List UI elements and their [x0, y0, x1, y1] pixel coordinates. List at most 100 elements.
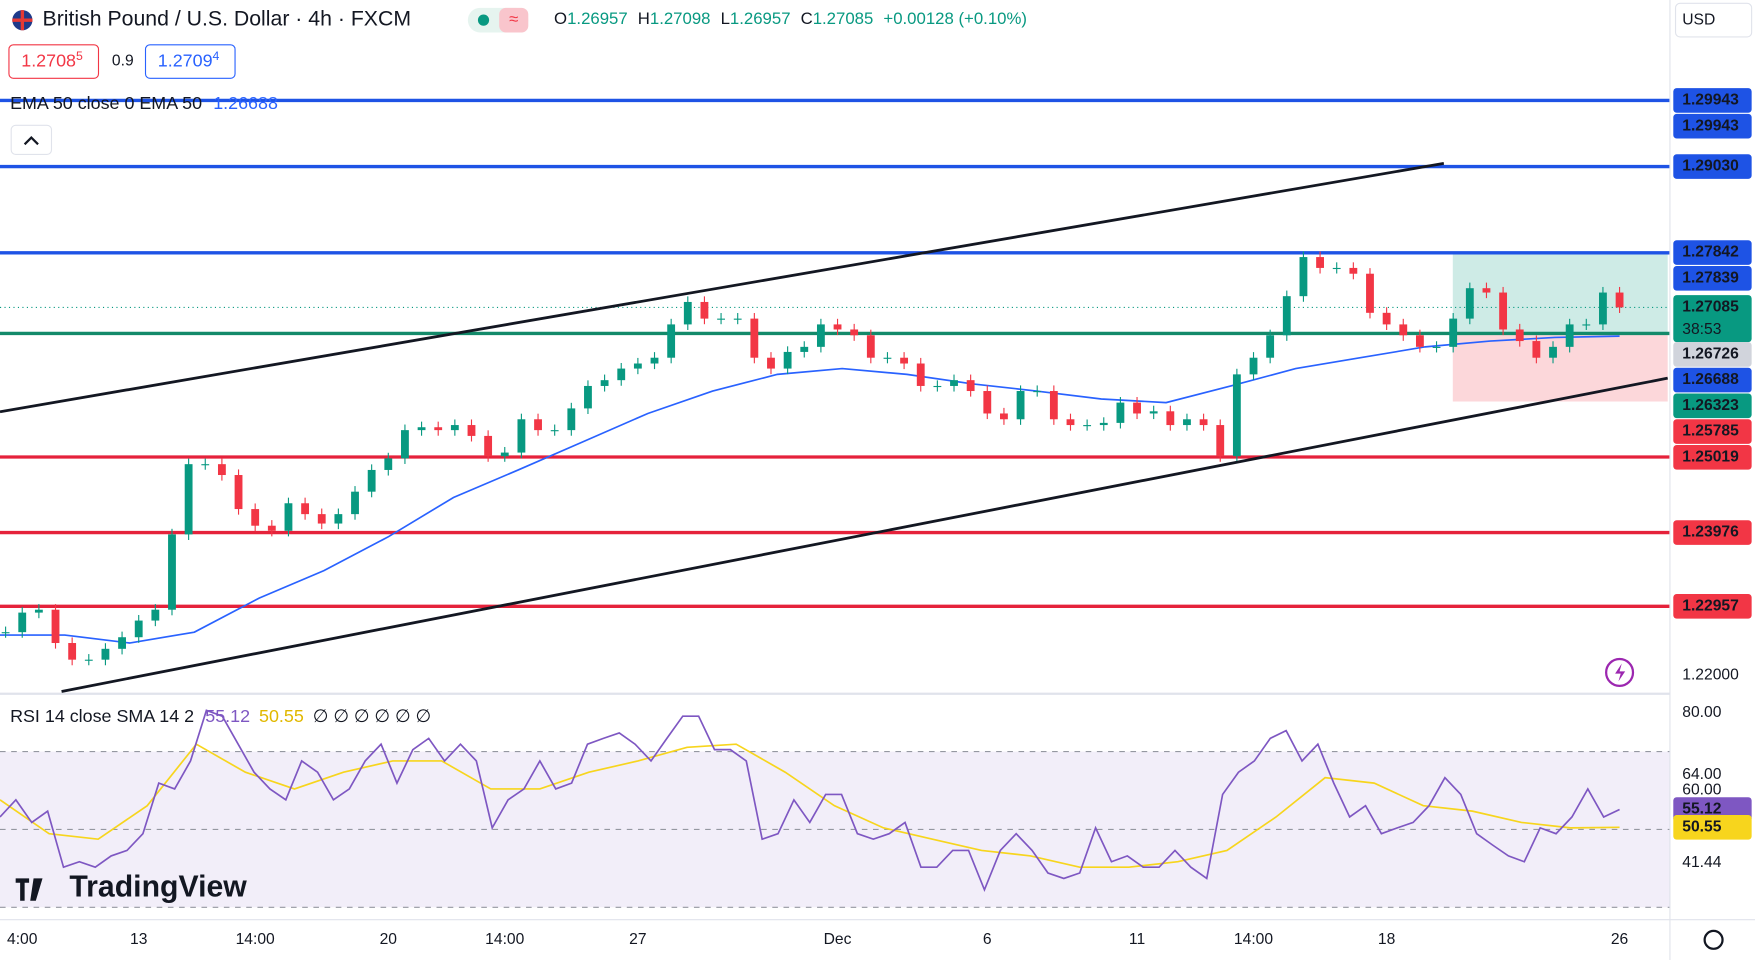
candle — [1166, 411, 1175, 426]
candle — [550, 430, 559, 432]
candle — [101, 648, 110, 660]
candle — [1449, 318, 1458, 347]
price-label-bg — [1673, 393, 1752, 419]
time-label: 14:00 — [485, 931, 524, 948]
candle — [68, 643, 77, 660]
candle — [517, 419, 526, 453]
candle — [34, 609, 43, 613]
time-label: 20 — [380, 931, 398, 948]
price-label-bg — [1673, 520, 1752, 545]
price-pane — [0, 98, 1670, 666]
candle — [1349, 267, 1358, 274]
candle — [1432, 346, 1441, 348]
candle — [1615, 292, 1624, 308]
candle — [351, 491, 359, 515]
ohlc-legend: O1.26957 H1.27098 L1.26957 C1.27085 +0.00128… — [554, 10, 1027, 29]
rsi-pane — [0, 709, 1670, 908]
ohlc-key: H — [638, 10, 650, 29]
price-label-bg — [1673, 88, 1752, 113]
time-label: 11 — [1129, 931, 1145, 948]
brand-logo — [15, 878, 43, 901]
rsi-label: 50.55 — [1682, 818, 1721, 835]
time-label: 4:00 — [7, 931, 38, 948]
sell-button[interactable] — [8, 44, 100, 79]
candle — [1366, 273, 1374, 313]
candle — [816, 324, 825, 347]
candle — [933, 385, 942, 388]
candle — [1249, 357, 1258, 375]
ohlc-value: 1.26957 — [567, 10, 628, 29]
candle — [650, 357, 659, 364]
candle — [683, 301, 692, 325]
delay-pill[interactable] — [499, 7, 529, 33]
price-label-bg — [1673, 367, 1752, 393]
settings-icon[interactable] — [1703, 929, 1724, 950]
candle — [84, 659, 93, 661]
candle — [1532, 341, 1541, 358]
time-label: Dec — [824, 931, 852, 948]
channel-upper — [0, 161, 1445, 414]
candle — [1016, 391, 1025, 420]
candle — [317, 514, 326, 524]
price-label-bg — [1673, 113, 1752, 139]
symbol-title: British Pound / U.S. Dollar · 4h · FXCM — [43, 7, 412, 31]
candle — [1133, 402, 1141, 414]
candle — [284, 503, 293, 531]
candle — [1083, 425, 1092, 427]
candle — [584, 385, 592, 409]
candle — [450, 425, 459, 431]
candle — [1515, 329, 1524, 342]
candle — [1183, 419, 1191, 426]
currency: USD — [1682, 11, 1715, 28]
candle — [1000, 413, 1008, 420]
candle — [1599, 292, 1607, 325]
candle — [966, 380, 975, 392]
candle — [1033, 391, 1042, 393]
price-label-bg — [1673, 342, 1752, 367]
position-target — [1452, 252, 1668, 334]
collapse-button[interactable] — [10, 124, 53, 155]
candle — [301, 503, 310, 515]
candle — [783, 351, 792, 369]
candle — [1332, 267, 1341, 270]
candle — [1582, 324, 1591, 326]
candle — [617, 368, 626, 381]
time-label: 6 — [983, 931, 992, 948]
position-stop — [1452, 333, 1668, 402]
buy-price: 1.27094 — [158, 49, 220, 70]
candle — [201, 464, 210, 466]
rsi-label-bg — [1673, 814, 1752, 840]
price-label: 1.22957 — [1682, 597, 1739, 614]
alert-icon[interactable] — [1605, 657, 1635, 687]
candle — [534, 419, 542, 431]
currency-button[interactable] — [1674, 2, 1753, 38]
countdown: 38:53 — [1682, 321, 1721, 338]
price-axis: 1.29943 1.29943 1.29030 1.27842 1.27839 1.270… — [1673, 88, 1752, 871]
candle — [401, 430, 409, 459]
ohlc-key: C — [801, 10, 813, 29]
candle — [983, 391, 992, 414]
ema-legend: EMA 50 close 0 EMA 50 1.26688 — [10, 93, 278, 113]
candle — [417, 427, 426, 431]
candle — [251, 509, 260, 526]
ohlc-text: O1.26957 H1.27098 L1.26957 C1.27085 +0.00128… — [554, 10, 1027, 29]
ohlc-value: 1.27098 — [650, 10, 711, 29]
rsi-label: 80.00 — [1682, 704, 1721, 721]
time-label: 27 — [629, 931, 646, 948]
rsi-sma-line — [0, 743, 1620, 869]
candle — [883, 357, 892, 359]
price-label-bg — [1673, 593, 1752, 619]
price-label: 1.29030 — [1682, 158, 1739, 175]
candle — [118, 637, 126, 649]
candle — [1482, 288, 1491, 293]
buy-button[interactable] — [144, 44, 236, 79]
price-label: 1.26323 — [1682, 397, 1739, 414]
price-label: 1.29943 — [1682, 117, 1739, 134]
rsi-label: 41.44 — [1682, 854, 1721, 871]
candle — [267, 525, 276, 531]
candle — [51, 609, 60, 644]
candle — [833, 324, 842, 330]
channel-lower — [61, 376, 1668, 693]
